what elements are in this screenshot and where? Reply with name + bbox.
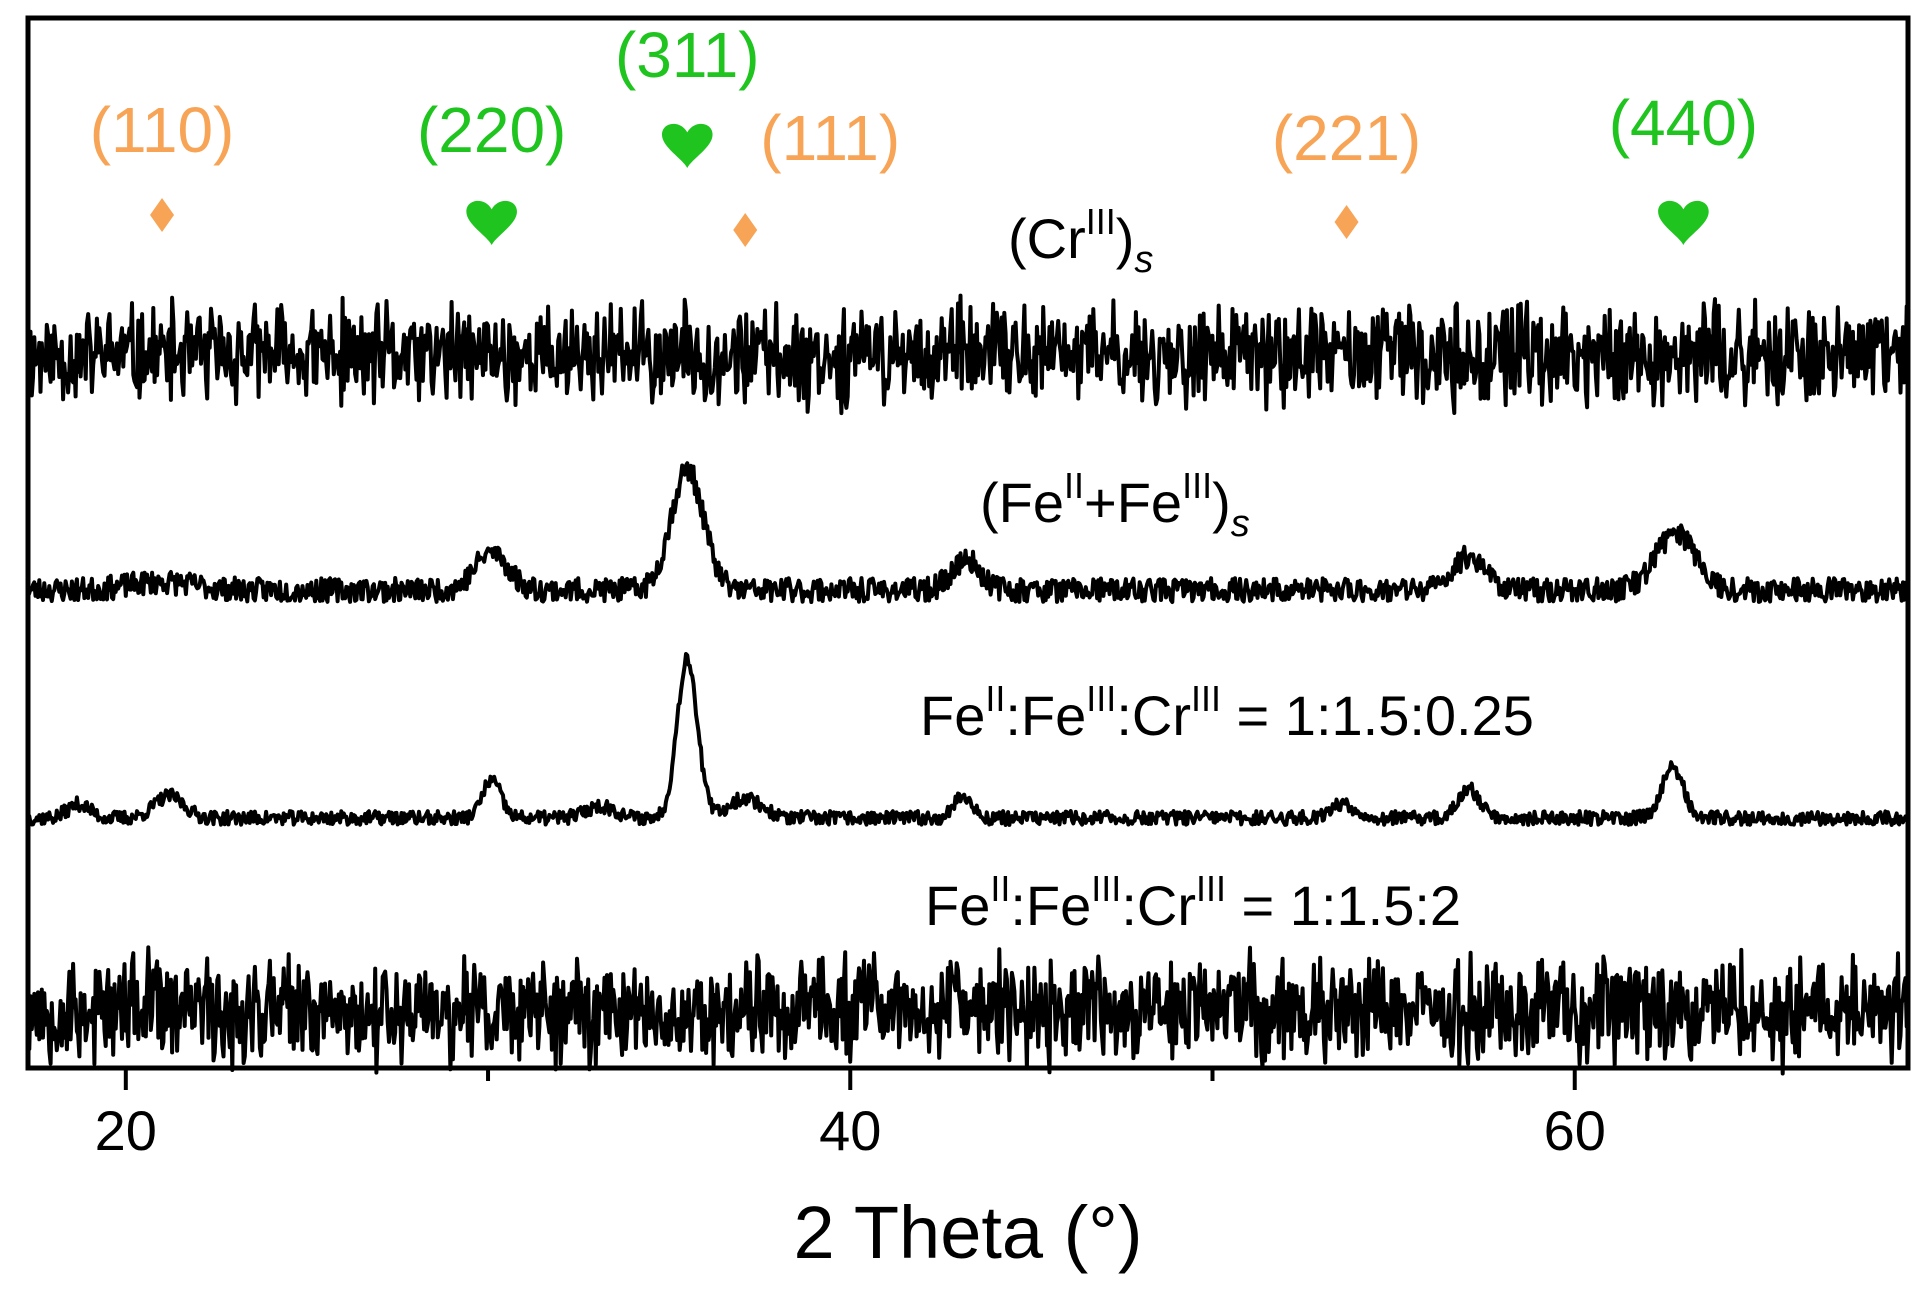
x-tick-label-20: 20 [95, 1099, 157, 1162]
x-axis-title: 2 Theta (°) [793, 1191, 1142, 1274]
heart-marker-2 [466, 200, 517, 245]
x-axis: 20 40 60 [95, 1068, 1606, 1162]
series-trace-1 [26, 293, 1910, 416]
peak-label-1: (110) [90, 94, 235, 166]
x-tick-label-40: 40 [819, 1099, 881, 1162]
peak-label-2: (220) [417, 94, 566, 166]
series-labels-layer: (CrIII)s (FeII+FeIII)s FeII:FeIII:CrIII = … [920, 201, 1534, 937]
peak-label-6: (440) [1609, 87, 1758, 159]
traces-layer [26, 293, 1910, 1076]
series-trace-4 [26, 945, 1910, 1076]
series-trace-3 [26, 652, 1910, 827]
x-tick-label-60: 60 [1544, 1099, 1606, 1162]
diamond-marker-5 [1334, 205, 1359, 239]
peak-label-3: (311) [615, 19, 760, 91]
plot-frame [25, 15, 1911, 1071]
peak-label-5: (221) [1272, 102, 1421, 174]
series-label-4: FeII:FeIII:CrIII = 1:1.5:2 [925, 868, 1461, 937]
plot-frame-group [25, 15, 1911, 1071]
series-label-2: (FeII+FeIII)s [980, 465, 1250, 545]
heart-marker-6 [1658, 200, 1709, 245]
series-label-3: FeII:FeIII:CrIII = 1:1.5:0.25 [920, 678, 1534, 747]
series-label-1: (CrIII)s [1008, 201, 1153, 281]
reference-markers-layer: (110) (220) (311)(111) (221) (440) [90, 19, 1758, 247]
peak-label-4: (111) [760, 102, 900, 174]
heart-marker-3 [661, 123, 713, 168]
diamond-marker-4 [733, 213, 758, 247]
series-trace-2 [26, 461, 1910, 604]
diamond-marker-1 [150, 198, 175, 232]
